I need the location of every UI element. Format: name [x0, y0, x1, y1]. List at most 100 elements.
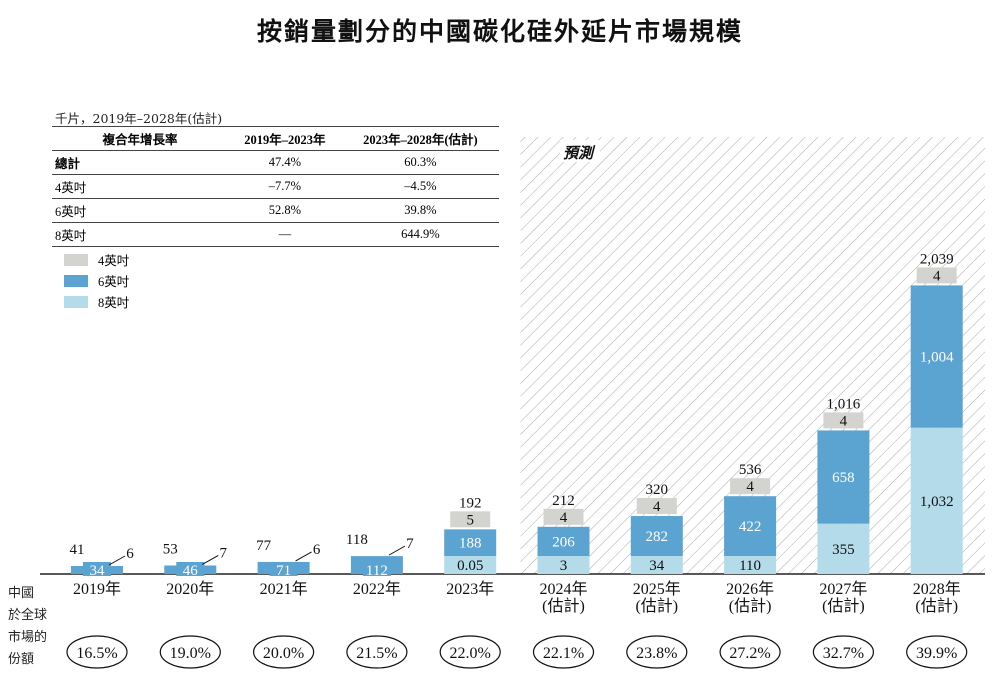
category-label: (估計) — [822, 597, 865, 615]
bar-segment-8inch — [910, 427, 963, 574]
legend-label: 4英吋 — [98, 254, 130, 268]
value-label-8inch: 1,032 — [920, 494, 954, 510]
forecast-label: 預測 — [563, 145, 596, 162]
value-label-8inch: 110 — [739, 558, 761, 574]
bar-segment-8inch — [537, 556, 590, 574]
category-label: 2028年 — [913, 580, 961, 598]
leader-line — [108, 555, 126, 566]
category-label: 2027年 — [819, 580, 867, 598]
value-label-4inch: 4 — [653, 499, 661, 515]
share-value: 22.0% — [450, 645, 491, 662]
row-label: 8英吋 — [52, 222, 228, 247]
value-label-4inch: 7 — [220, 545, 228, 561]
value-label-4inch: 6 — [126, 546, 134, 562]
share-ellipse — [626, 635, 688, 669]
cell: 52.8% — [228, 198, 342, 223]
share-value: 39.9% — [916, 645, 957, 662]
row-label: 6英吋 — [52, 198, 228, 223]
share-label-line: 份額 — [8, 652, 35, 667]
leader-line — [202, 555, 219, 565]
total-label: 320 — [646, 482, 669, 498]
bar-segment-6inch — [817, 430, 870, 524]
share-value: 19.0% — [170, 645, 211, 662]
total-label: 1,016 — [827, 396, 861, 412]
share-value: 21.5% — [356, 645, 397, 662]
category-label: 2023年 — [446, 580, 494, 598]
share-value: 16.5% — [76, 645, 117, 662]
value-label-6inch: 112 — [366, 563, 388, 579]
legend-item-8inch: 8英吋 — [64, 292, 129, 311]
total-label: 212 — [552, 493, 575, 509]
value-label-box — [176, 562, 205, 576]
value-label-4inch: 4 — [560, 510, 568, 526]
share-ellipse — [812, 635, 875, 669]
category-label: (估計) — [542, 597, 585, 615]
value-label-6inch: 282 — [646, 529, 669, 545]
legend-label: 6英吋 — [98, 275, 130, 289]
value-label-4inch: 5 — [466, 512, 474, 528]
bar-segment-4inch — [543, 508, 584, 525]
category-label: 2021年 — [260, 580, 308, 598]
category-label: (估計) — [635, 597, 678, 615]
table-row: 8英吋 —644.9% — [52, 222, 499, 247]
value-label-8inch: 34 — [649, 558, 665, 574]
cell: –7.7% — [228, 174, 342, 199]
total-label: 536 — [739, 462, 762, 478]
share-label-line: 中國 — [8, 586, 35, 601]
bar-segment-8inch — [724, 556, 777, 574]
legend-swatch — [64, 295, 88, 308]
legend-label: 8英吋 — [98, 296, 130, 310]
share-value: 23.8% — [636, 645, 677, 662]
bar-segment-4inch — [636, 498, 677, 515]
value-label-box — [362, 562, 391, 576]
share-row-label: 中國 於全球 市場的 份額 — [8, 583, 47, 671]
share-ellipse — [159, 635, 221, 669]
bar-segment-6inch — [724, 496, 777, 556]
bar-segment-6inch — [444, 529, 497, 556]
total-label: 118 — [346, 532, 368, 548]
cagr-table: 複合年增長率 2019年–2023年 2023年–2028年(估計) 總計 47.… — [52, 126, 499, 247]
share-ellipse — [719, 635, 781, 669]
share-ellipse — [253, 635, 315, 669]
category-label: 2025年 — [633, 580, 681, 598]
value-label-8inch: 0.05 — [457, 558, 483, 574]
share-ellipse — [346, 635, 408, 669]
category-label: (估計) — [729, 597, 772, 615]
table-row: 4英吋 –7.7% –4.5% — [52, 174, 499, 199]
total-label: 77 — [256, 538, 272, 554]
cell: 644.9% — [341, 222, 499, 247]
table-row: 總計 47.4% 60.3% — [52, 150, 499, 175]
cell: — — [228, 222, 342, 247]
total-label: 192 — [459, 495, 482, 511]
cell: –4.5% — [341, 174, 499, 199]
legend-swatch — [64, 253, 88, 266]
bar-segment-4inch — [450, 511, 491, 528]
row-label: 總計 — [52, 150, 228, 175]
share-value: 27.2% — [729, 645, 770, 662]
forecast-label-bg — [560, 140, 600, 162]
legend-swatch — [64, 274, 88, 287]
bar-segment-6inch — [537, 526, 590, 556]
bar-segment-8inch — [444, 556, 497, 574]
share-ellipse — [532, 635, 595, 669]
cell: 47.4% — [228, 150, 342, 175]
cell: 39.8% — [341, 198, 499, 223]
category-label: 2026年 — [726, 580, 774, 598]
value-label-6inch: 658 — [832, 470, 855, 486]
category-label: 2024年 — [539, 580, 587, 598]
total-label: 41 — [70, 542, 85, 558]
bar-segment-4inch — [916, 267, 957, 284]
share-ellipse — [439, 635, 501, 669]
leader-line — [388, 545, 406, 556]
share-value: 20.0% — [263, 645, 304, 662]
legend-item-4inch: 4英吋 — [64, 250, 129, 269]
header-cell: 2019年–2023年 — [228, 126, 342, 151]
chart-title: 按銷量劃分的中國碳化硅外延片市場規模 — [256, 17, 743, 46]
value-label-6inch: 188 — [459, 536, 482, 552]
table-row: 6英吋 52.8% 39.8% — [52, 198, 499, 223]
share-value: 22.1% — [543, 645, 584, 662]
total-label: 2,039 — [920, 251, 954, 267]
bar-segment-4inch — [730, 478, 771, 495]
share-ellipse — [906, 635, 968, 669]
